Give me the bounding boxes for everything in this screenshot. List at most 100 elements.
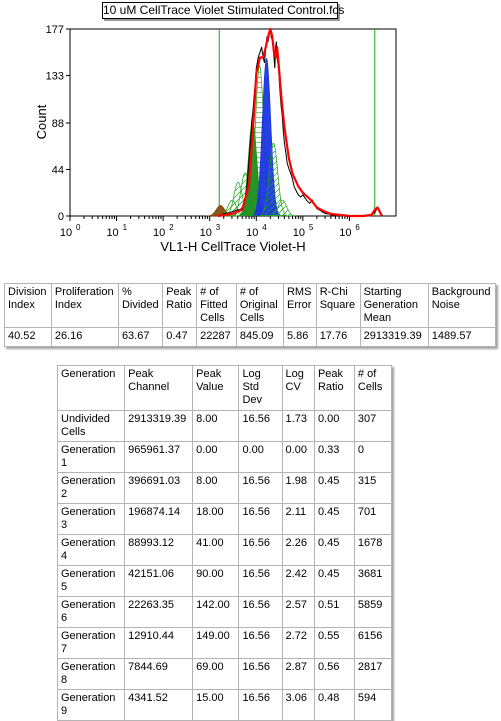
- stats-header-cell: RMS Error: [282, 283, 317, 328]
- generation-table: Generation Peak Channel Peak Value Log Std …: [56, 365, 393, 721]
- generation-cell: Generation 3: [56, 503, 126, 535]
- stats-header-row: Division Index Proliferation Index% Divid…: [4, 283, 497, 328]
- generation-cell: 16.56: [238, 565, 283, 597]
- generation-cell: 16.56: [238, 534, 283, 566]
- generation-cell: 1.98: [281, 472, 315, 504]
- y-tick-label: 133: [46, 70, 64, 82]
- generation-cell: 90.00: [192, 565, 240, 597]
- generation-cell: 1678: [353, 534, 393, 566]
- generation-cell: 22263.35: [124, 596, 194, 628]
- table-row: Generation 4 88993.12 41.00 16.56 2.26 0.45 16…: [56, 534, 393, 566]
- stats-value-cell: 63.67: [117, 327, 164, 347]
- file-title: 10 uM CellTrace Violet Stimulated Contro…: [102, 2, 345, 19]
- generation-cell: 16.56: [238, 503, 283, 535]
- generation-cell: 0.45: [313, 472, 355, 504]
- table-row: Generation 7 12910.44 149.00 16.56 2.72 0.55 6…: [56, 627, 393, 659]
- generation-cell: Generation 1: [56, 441, 126, 473]
- y-tick-label: 177: [46, 24, 64, 36]
- generation-cell: 16.56: [238, 627, 283, 659]
- generation-cell: 69.00: [192, 658, 240, 690]
- model-fit-line: [217, 27, 383, 218]
- stats-value-cell: 22287: [196, 327, 237, 347]
- generation-cell: Generation 9: [56, 689, 126, 721]
- generation-header-cell: Generation: [56, 365, 126, 411]
- generation-header-cell: # of Cells: [353, 365, 393, 411]
- stats-header-cell: Peak Ratio: [162, 283, 198, 328]
- generation-cell: 2.42: [281, 565, 315, 597]
- generation-cell: 2.26: [281, 534, 315, 566]
- generation-cell: 196874.14: [124, 503, 194, 535]
- table-row: Generation 1 965961.37 0.00 0.00 0.00 0.33 0: [56, 441, 393, 473]
- gate-layer: [218, 29, 376, 216]
- y-axis-label: Count: [34, 104, 49, 139]
- generation-cell: 7844.69: [124, 658, 194, 690]
- generation-cell: 8.00: [192, 410, 240, 442]
- table-row: Generation 2 396691.03 8.00 16.56 1.98 0.45 31…: [56, 472, 393, 504]
- generation-cell: Generation 6: [56, 596, 126, 628]
- stats-value-row: 40.52 26.16 63.67 0.47 22287 845.09 5.86 17.76 2…: [4, 327, 497, 347]
- generation-cell: 0.00: [281, 441, 315, 473]
- generation-header-cell: Log CV: [281, 365, 315, 411]
- generation-header-cell: Peak Ratio: [313, 365, 355, 411]
- y-tick-label: 88: [52, 118, 64, 130]
- generation-cell: 0.00: [238, 441, 283, 473]
- generation-header-cell: Peak Value: [192, 365, 240, 411]
- fitted-peaks-layer: [207, 57, 296, 217]
- generation-cell: 307: [353, 410, 393, 442]
- generation-header-row: Generation Peak Channel Peak Value Log Std …: [56, 365, 393, 411]
- generation-cell: 1.73: [281, 410, 315, 442]
- stats-value-cell: 1489.57: [427, 327, 497, 347]
- x-tick-label: 10: [60, 227, 72, 239]
- x-tick-exponent: 4: [262, 223, 267, 232]
- generation-cell: 12910.44: [124, 627, 194, 659]
- generation-header-cell: Log Std Dev: [238, 365, 283, 411]
- generation-cell: 0.48: [313, 689, 355, 721]
- generation-cell: 2.87: [281, 658, 315, 690]
- generation-table-body: Undivided Cells 2913319.39 8.00 16.56 1.73 0.…: [56, 410, 393, 721]
- generation-cell: 0.45: [313, 503, 355, 535]
- generation-cell: 0.55: [313, 627, 355, 659]
- generation-cell: 8.00: [192, 472, 240, 504]
- generation-cell: 2.11: [281, 503, 315, 535]
- generation-cell: 149.00: [192, 627, 240, 659]
- y-tick-label: 44: [52, 165, 64, 177]
- x-axis: 10 0 10 1 10 2 10 3 10 4 10 5 10 6: [60, 216, 360, 239]
- generation-cell: 701: [353, 503, 393, 535]
- generation-cell: 0: [353, 441, 393, 473]
- generation-cell: 0.33: [313, 441, 355, 473]
- table-row: Generation 6 22263.35 142.00 16.56 2.57 0.51 5…: [56, 596, 393, 628]
- x-axis-label: VL1-H CellTrace Violet-H: [160, 239, 305, 254]
- stats-value-cell: 2913319.39: [359, 327, 429, 347]
- table-row: Generation 3 196874.14 18.00 16.56 2.11 0.45 7…: [56, 503, 393, 535]
- generation-cell: 0.00: [313, 410, 355, 442]
- x-tick-exponent: 3: [216, 223, 221, 232]
- y-axis: 0 44 88 133 177: [46, 24, 70, 223]
- generation-cell: 0.00: [192, 441, 240, 473]
- generation-cell: 0.45: [313, 565, 355, 597]
- x-tick-label: 10: [153, 227, 165, 239]
- generation-cell: 2.57: [281, 596, 315, 628]
- generation-cell: 16.56: [238, 410, 283, 442]
- generation-header-cell: Peak Channel: [124, 365, 194, 411]
- generation-cell: 315: [353, 472, 393, 504]
- generation-cell: 41.00: [192, 534, 240, 566]
- data-layer: [217, 27, 383, 218]
- generation-cell: 16.56: [238, 472, 283, 504]
- stats-value-cell: 845.09: [235, 327, 284, 347]
- stats-header-cell: Starting Generation Mean: [359, 283, 429, 328]
- generation-cell: 4341.52: [124, 689, 194, 721]
- table-row: Generation 5 42151.06 90.00 16.56 2.42 0.45 36…: [56, 565, 393, 597]
- stats-value-cell: 17.76: [315, 327, 361, 347]
- x-tick-exponent: 1: [123, 223, 128, 232]
- x-tick-label: 10: [246, 227, 258, 239]
- x-tick-label: 10: [200, 227, 212, 239]
- stats-value-cell: 0.47: [162, 327, 198, 347]
- x-tick-label: 10: [106, 227, 118, 239]
- generation-cell: 15.00: [192, 689, 240, 721]
- generation-cell: 3.06: [281, 689, 315, 721]
- stats-header-cell: R-Chi Square: [315, 283, 361, 328]
- generation-cell: 0.51: [313, 596, 355, 628]
- table-row: Generation 9 4341.52 15.00 16.56 3.06 0.48 594: [56, 689, 393, 721]
- stats-header-cell: # of Fitted Cells: [196, 283, 237, 328]
